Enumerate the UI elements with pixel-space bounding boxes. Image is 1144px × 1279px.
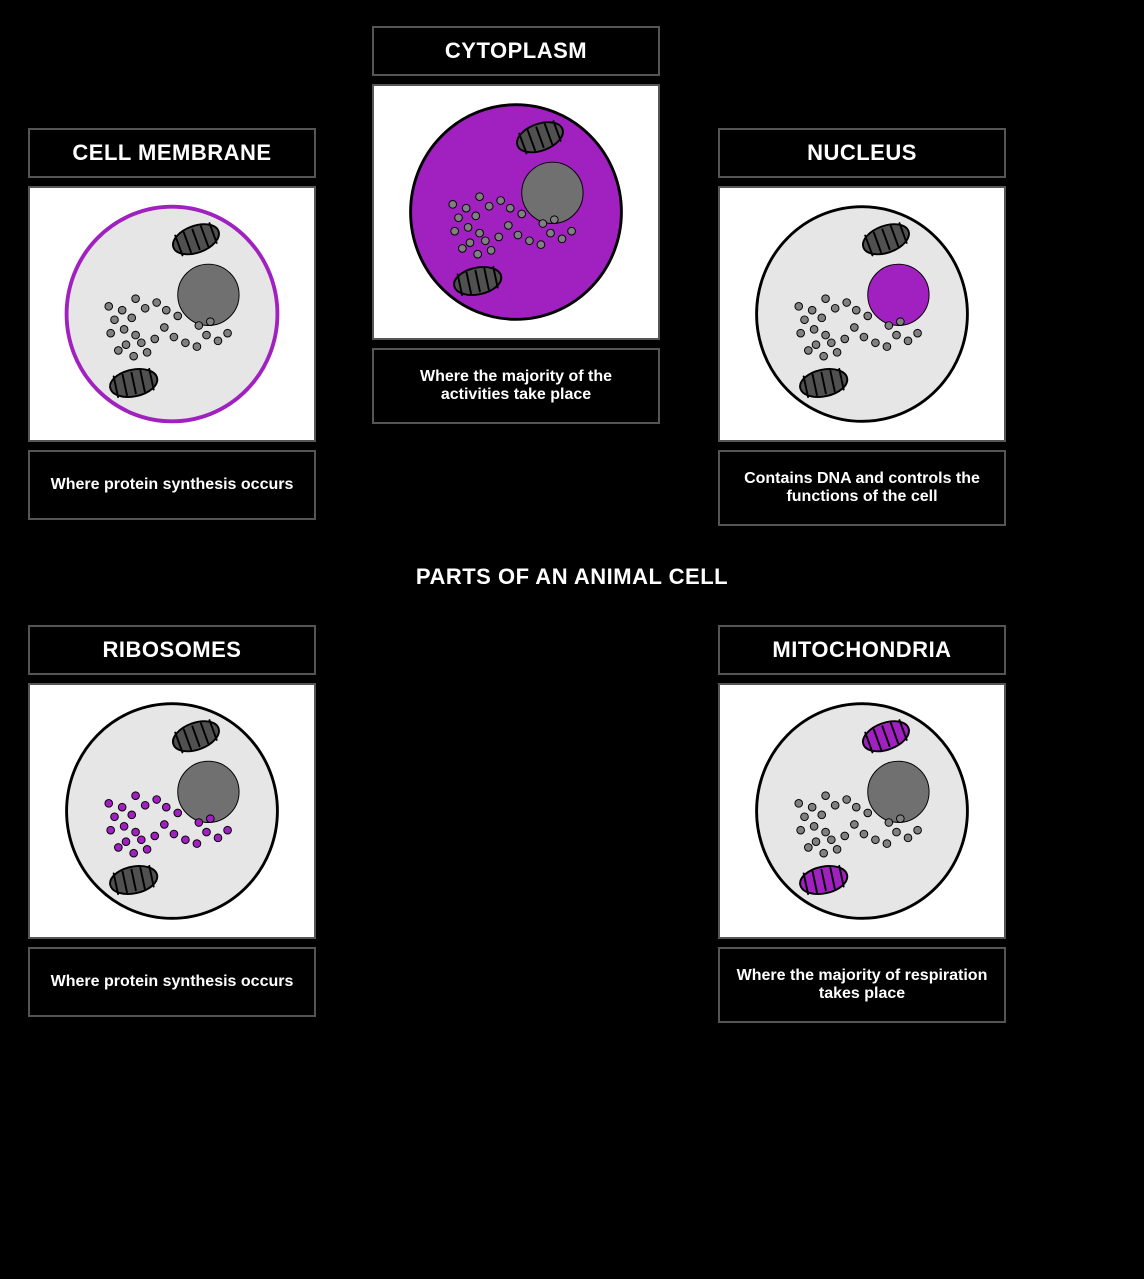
card-ribosomes: RIBOSOMES Where protein synthesis occurs	[28, 625, 316, 1017]
card-mitochondria: MITOCHONDRIA Where the majority of respir…	[718, 625, 1006, 1023]
card-title-nucleus: NUCLEUS	[718, 128, 1006, 178]
card-title-mitochondria: MITOCHONDRIA	[718, 625, 1006, 675]
cell-diagram-ribosomes	[28, 683, 316, 939]
cell-diagram-nucleus	[718, 186, 1006, 442]
card-desc-cell-membrane: Where protein synthesis occurs	[28, 450, 316, 520]
cell-diagram-cytoplasm	[372, 84, 660, 340]
card-desc-ribosomes: Where protein synthesis occurs	[28, 947, 316, 1017]
card-desc-cytoplasm: Where the majority of the activities tak…	[372, 348, 660, 424]
card-title-cell-membrane: CELL MEMBRANE	[28, 128, 316, 178]
card-nucleus: NUCLEUS Contains DNA and controls the fun…	[718, 128, 1006, 526]
card-cell-membrane: CELL MEMBRANE Where protein synthesis occ…	[28, 128, 316, 520]
card-desc-nucleus: Contains DNA and controls the functions …	[718, 450, 1006, 526]
cell-diagram-cell-membrane	[28, 186, 316, 442]
cell-diagram-mitochondria	[718, 683, 1006, 939]
card-cytoplasm: CYTOPLASM Where the majority of the activ…	[372, 26, 660, 424]
card-desc-mitochondria: Where the majority of respiration takes …	[718, 947, 1006, 1023]
card-title-cytoplasm: CYTOPLASM	[372, 26, 660, 76]
main-title: PARTS OF AN ANIMAL CELL	[0, 564, 1144, 590]
card-title-ribosomes: RIBOSOMES	[28, 625, 316, 675]
